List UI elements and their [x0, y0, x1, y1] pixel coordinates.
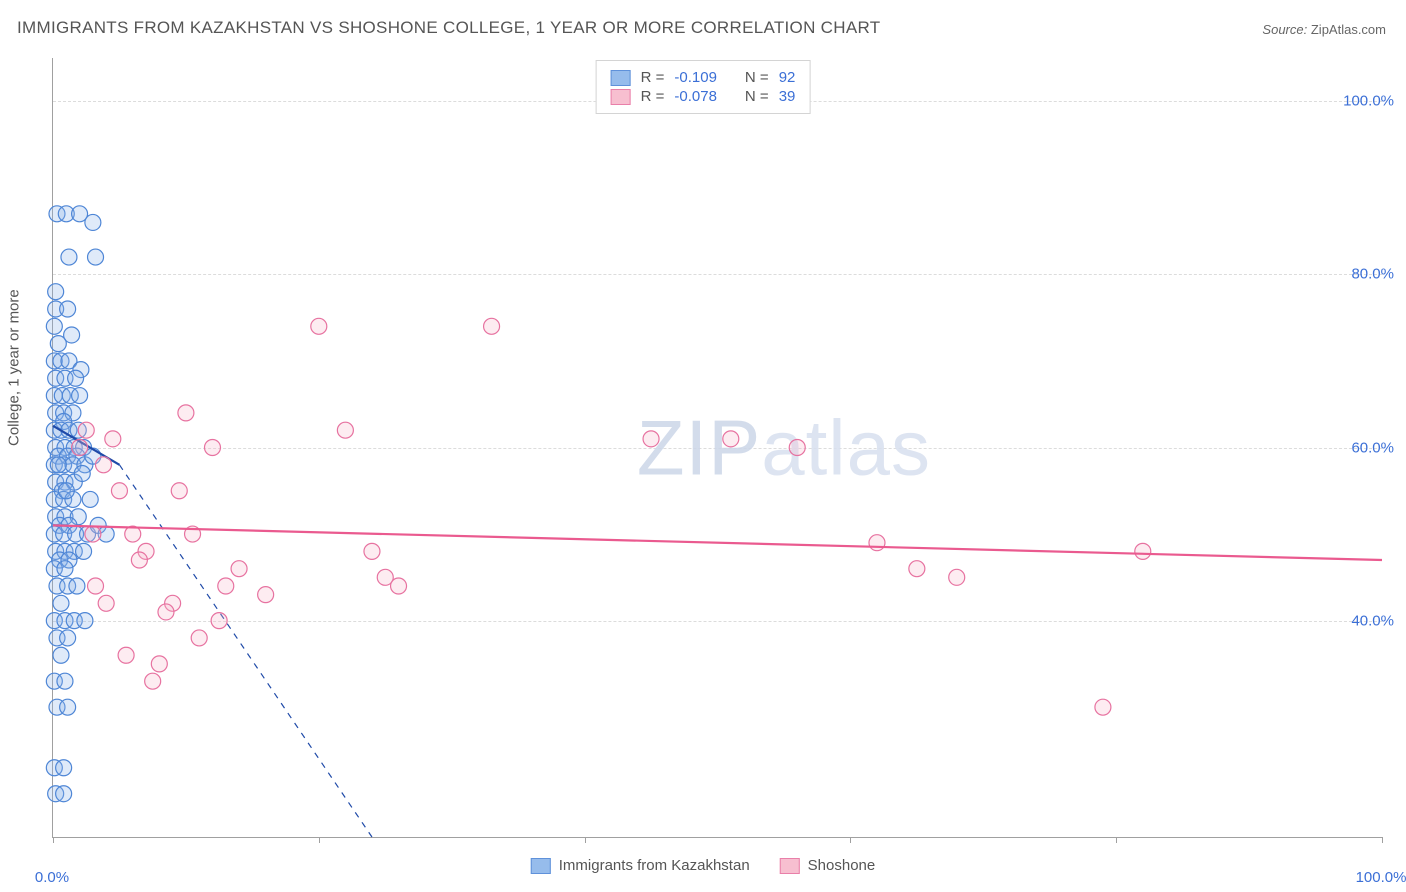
x-tick-label: 100.0% [1356, 869, 1406, 886]
data-point [111, 483, 127, 499]
legend-row-series-1: R = -0.078 N = 39 [611, 88, 796, 105]
data-point [158, 604, 174, 620]
data-point [60, 699, 76, 715]
data-point [178, 405, 194, 421]
data-point [53, 647, 69, 663]
plot-svg [53, 58, 1382, 837]
data-point [57, 673, 73, 689]
data-point [61, 249, 77, 265]
data-point [53, 595, 69, 611]
legend-correlation: R = -0.109 N = 92 R = -0.078 N = 39 [596, 60, 811, 114]
data-point [191, 630, 207, 646]
data-point [311, 318, 327, 334]
chart-source: Source: ZipAtlas.com [1262, 22, 1386, 37]
data-point [76, 543, 92, 559]
x-tick [850, 837, 851, 843]
data-point [48, 284, 64, 300]
data-point [231, 561, 247, 577]
data-point [77, 613, 93, 629]
legend-swatch-0 [611, 70, 631, 86]
source-label: Source: [1262, 22, 1307, 37]
data-point [88, 578, 104, 594]
legend-n-label: N = [745, 69, 769, 86]
legend-item-0: Immigrants from Kazakhstan [531, 857, 750, 874]
data-point [58, 483, 74, 499]
data-point [72, 388, 88, 404]
legend-n-value-1: 39 [779, 88, 796, 105]
data-point [131, 552, 147, 568]
data-point [56, 760, 72, 776]
legend-swatch-1 [611, 89, 631, 105]
legend-swatch-0 [531, 858, 551, 874]
trend-line [53, 525, 1382, 560]
legend-swatch-1 [780, 858, 800, 874]
legend-n-value-0: 92 [779, 69, 796, 86]
x-tick [1382, 837, 1383, 843]
legend-n-label: N = [745, 88, 769, 105]
x-tick [319, 837, 320, 843]
legend-r-value-0: -0.109 [674, 69, 717, 86]
data-point [60, 301, 76, 317]
y-axis-label: College, 1 year or more [6, 289, 23, 446]
trend-line-extrapolated [119, 465, 372, 837]
data-point [391, 578, 407, 594]
legend-label-1: Shoshone [808, 857, 876, 874]
data-point [78, 422, 94, 438]
x-tick [585, 837, 586, 843]
data-point [56, 786, 72, 802]
legend-r-label: R = [641, 69, 665, 86]
data-point [96, 457, 112, 473]
data-point [364, 543, 380, 559]
data-point [949, 569, 965, 585]
source-value: ZipAtlas.com [1311, 22, 1386, 37]
data-point [909, 561, 925, 577]
legend-series: Immigrants from Kazakhstan Shoshone [531, 857, 875, 874]
data-point [50, 457, 66, 473]
data-point [869, 535, 885, 551]
data-point [337, 422, 353, 438]
plot-area: ZIPatlas [52, 58, 1382, 838]
data-point [74, 465, 90, 481]
data-point [105, 431, 121, 447]
data-point [85, 526, 101, 542]
data-point [98, 595, 114, 611]
data-point [643, 431, 659, 447]
data-point [64, 327, 80, 343]
x-tick [1116, 837, 1117, 843]
data-point [72, 440, 88, 456]
legend-r-label: R = [641, 88, 665, 105]
data-point [723, 431, 739, 447]
data-point [88, 249, 104, 265]
data-point [145, 673, 161, 689]
x-tick-label: 0.0% [35, 869, 69, 886]
data-point [57, 561, 73, 577]
data-point [218, 578, 234, 594]
data-point [69, 578, 85, 594]
legend-r-value-1: -0.078 [674, 88, 717, 105]
data-point [258, 587, 274, 603]
data-point [46, 318, 62, 334]
data-point [85, 214, 101, 230]
data-point [789, 440, 805, 456]
data-point [211, 613, 227, 629]
data-point [204, 440, 220, 456]
data-point [171, 483, 187, 499]
data-point [60, 630, 76, 646]
data-point [118, 647, 134, 663]
chart-title: IMMIGRANTS FROM KAZAKHSTAN VS SHOSHONE C… [17, 18, 880, 38]
data-point [151, 656, 167, 672]
data-point [1095, 699, 1111, 715]
legend-label-0: Immigrants from Kazakhstan [559, 857, 750, 874]
legend-item-1: Shoshone [780, 857, 876, 874]
x-tick [53, 837, 54, 843]
data-point [82, 491, 98, 507]
data-point [1135, 543, 1151, 559]
legend-row-series-0: R = -0.109 N = 92 [611, 69, 796, 86]
data-point [484, 318, 500, 334]
data-point [68, 370, 84, 386]
